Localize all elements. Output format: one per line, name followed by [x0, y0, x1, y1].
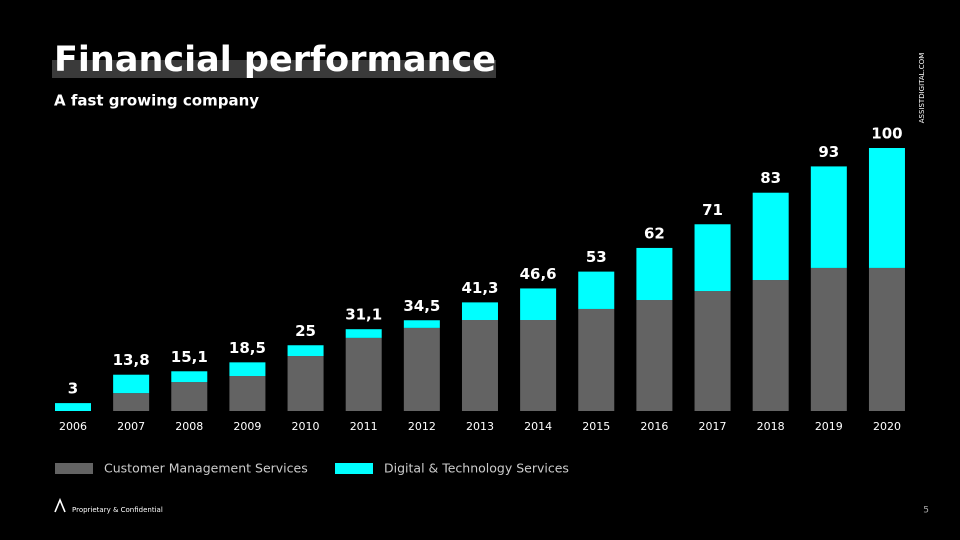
total-label: 34,5	[403, 297, 440, 315]
x-tick-label: 2006	[59, 420, 87, 433]
bar-segment	[868, 267, 905, 411]
x-tick-label: 2018	[757, 420, 785, 433]
bar-segment	[636, 300, 673, 411]
bar-segment	[520, 288, 557, 321]
x-tick-label: 2012	[408, 420, 436, 433]
page-number: 5	[923, 506, 929, 516]
total-label: 62	[644, 224, 665, 242]
total-label: 46,6	[520, 265, 557, 283]
total-label: 25	[295, 322, 316, 340]
x-tick-label: 2015	[582, 420, 610, 433]
footer: Proprietary & Confidential	[72, 506, 163, 514]
x-tick-label: 2013	[466, 420, 494, 433]
bar-segment	[578, 271, 615, 309]
bar-segment	[636, 247, 673, 301]
bar-segment	[461, 320, 498, 411]
bar-segment	[171, 382, 208, 411]
total-label: 53	[586, 248, 607, 266]
bar-segment	[55, 403, 91, 411]
brand: ASSISTDIGITAL.COM	[918, 53, 926, 124]
x-tick-label: 2017	[699, 420, 727, 433]
bar-segment	[229, 376, 266, 411]
bar-segment	[113, 374, 150, 394]
bar-segment	[403, 327, 440, 411]
x-tick-label: 2011	[350, 420, 378, 433]
bar-segment	[113, 393, 150, 411]
legend-label: Customer Management Services	[104, 461, 308, 476]
bar-segment	[752, 192, 789, 281]
bar-segment	[752, 280, 789, 411]
bar-segment	[868, 148, 905, 268]
total-label: 71	[702, 201, 723, 219]
x-tick-label: 2008	[175, 420, 203, 433]
x-tick-label: 2014	[524, 420, 552, 433]
bar-segment	[229, 362, 266, 377]
total-label: 41,3	[461, 279, 498, 297]
x-tick-label: 2007	[117, 420, 145, 433]
logo	[54, 497, 66, 513]
x-tick-label: 2009	[233, 420, 261, 433]
total-label: 13,8	[113, 351, 150, 369]
x-tick-label: 2010	[292, 420, 320, 433]
bar-segment	[345, 337, 382, 411]
x-tick-label: 2020	[873, 420, 901, 433]
x-tick-label: 2016	[640, 420, 668, 433]
total-label: 83	[760, 169, 781, 187]
bar-segment	[810, 166, 847, 268]
total-label: 100	[871, 125, 902, 143]
bar-segment	[461, 302, 498, 321]
bar-segment	[287, 356, 324, 411]
title-highlight	[52, 60, 496, 78]
bar-segment	[694, 224, 731, 292]
bar-segment	[171, 371, 208, 383]
bar-segment	[578, 308, 615, 411]
total-label: 18,5	[229, 339, 266, 357]
total-label: 31,1	[345, 306, 382, 324]
bar-segment	[694, 291, 731, 411]
legend-label: Digital & Technology Services	[384, 461, 569, 476]
total-label: 3	[68, 380, 78, 398]
bar-segment	[403, 320, 440, 328]
total-label: 93	[818, 143, 839, 161]
bar-segment	[287, 345, 324, 357]
x-tick-label: 2019	[815, 420, 843, 433]
bar-segment	[520, 320, 557, 411]
legend-swatch	[55, 463, 93, 474]
legend-swatch	[335, 463, 373, 474]
bar-segment	[810, 267, 847, 411]
subtitle: A fast growing company	[54, 92, 259, 110]
chart-title: Financial performance	[54, 40, 496, 80]
total-label: 15,1	[171, 348, 208, 366]
bar-segment	[345, 329, 382, 338]
